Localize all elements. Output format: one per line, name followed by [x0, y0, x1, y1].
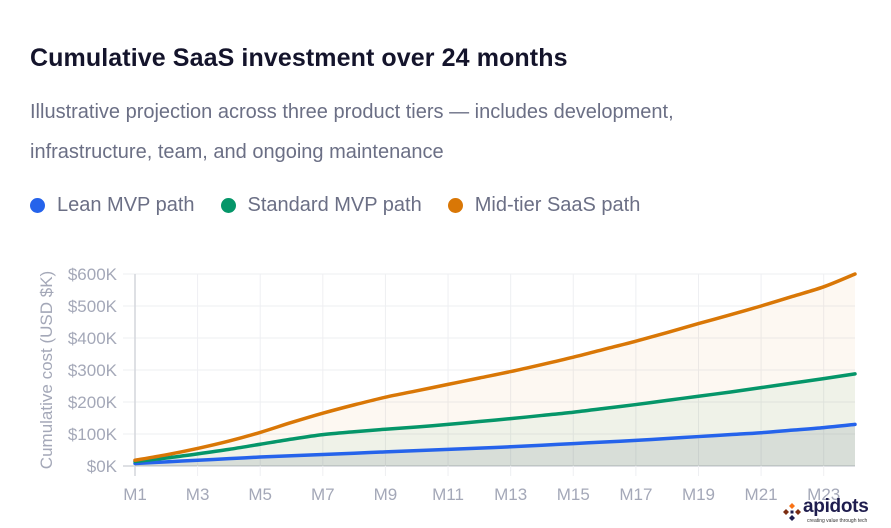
area-standard-mvp-path [135, 373, 855, 466]
y-axis-title: Cumulative cost (USD $K) [37, 271, 56, 469]
x-tick-label: M11 [432, 485, 464, 504]
apidots-logo: apidots creating value through tech [781, 496, 881, 527]
series-lines [133, 272, 857, 466]
legend-dot-icon [220, 198, 236, 213]
x-tick-label: M1 [123, 485, 147, 504]
legend-item-lean[interactable]: Lean MVP path [30, 194, 195, 217]
y-tick-label: $600K [68, 265, 118, 284]
legend-label: Standard MVP path [247, 194, 422, 216]
legend-dot-icon [447, 198, 463, 213]
x-tick-label: M13 [494, 485, 527, 504]
x-tick-label: M15 [557, 485, 590, 504]
x-tick-label: M19 [682, 485, 715, 504]
logo-mark-icon [783, 503, 801, 521]
y-tick-label: $100K [68, 425, 118, 444]
y-tick-label: $200K [68, 393, 118, 412]
y-tick-label: $400K [68, 329, 118, 348]
series-line-standard-mvp-path [133, 372, 857, 464]
series-line-mid-tier-saas-path [133, 272, 857, 462]
series-line-lean-mvp-path [133, 422, 857, 466]
x-tick-label: M3 [186, 485, 210, 504]
x-tick-label: M9 [374, 485, 398, 504]
legend-item-standard[interactable]: Standard MVP path [220, 194, 422, 217]
x-tick-label: M23 [807, 485, 840, 504]
chart-subtitle: Illustrative projection across three pro… [30, 101, 674, 163]
x-tick-label: M17 [619, 485, 652, 504]
y-tick-label: $0K [87, 457, 118, 476]
legend-dot-icon [30, 198, 45, 213]
logo-text: apidots [803, 496, 869, 517]
area-mid-tier-saas-path [135, 274, 855, 466]
y-tick-label: $300K [68, 361, 118, 380]
y-tick-label: $500K [68, 297, 118, 316]
logo-tagline: creating value through tech [807, 518, 868, 524]
x-tick-label: M21 [745, 485, 778, 504]
legend-label: Mid-tier SaaS path [474, 194, 641, 216]
chart-legend: Lean MVP path Standard MVP path Mid-tier… [30, 194, 666, 217]
x-tick-label: M7 [311, 485, 335, 504]
legend-item-midtier[interactable]: Mid-tier SaaS path [447, 194, 641, 217]
x-tick-label: M5 [248, 485, 272, 504]
legend-label: Lean MVP path [57, 194, 195, 216]
x-axis-ticks: M1 M3 M5 M7 M9 M11 M13 M15 M17 M19 M21 M23 [123, 485, 840, 504]
chart-title: Cumulative SaaS investment over 24 month… [30, 44, 568, 72]
y-axis-ticks: $0K $100K $200K $300K $400K $500K $600K [68, 265, 118, 476]
